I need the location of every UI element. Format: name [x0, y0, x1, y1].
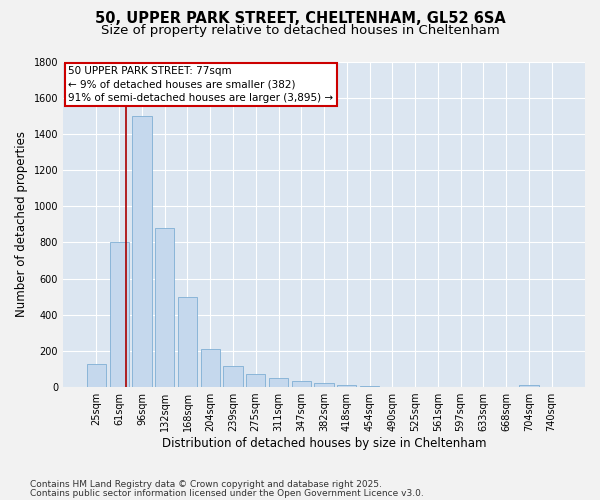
- Text: Contains public sector information licensed under the Open Government Licence v3: Contains public sector information licen…: [30, 489, 424, 498]
- Bar: [337, 386, 356, 387]
- Bar: [246, 374, 265, 387]
- X-axis label: Distribution of detached houses by size in Cheltenham: Distribution of detached houses by size …: [162, 437, 486, 450]
- Bar: [360, 386, 379, 387]
- Bar: [519, 385, 539, 387]
- Bar: [314, 382, 334, 387]
- Text: Contains HM Land Registry data © Crown copyright and database right 2025.: Contains HM Land Registry data © Crown c…: [30, 480, 382, 489]
- Text: 50, UPPER PARK STREET, CHELTENHAM, GL52 6SA: 50, UPPER PARK STREET, CHELTENHAM, GL52 …: [95, 11, 505, 26]
- Bar: [200, 349, 220, 387]
- Bar: [87, 364, 106, 387]
- Bar: [223, 366, 242, 387]
- Bar: [292, 381, 311, 387]
- Text: Size of property relative to detached houses in Cheltenham: Size of property relative to detached ho…: [101, 24, 499, 37]
- Bar: [155, 228, 175, 387]
- Text: 50 UPPER PARK STREET: 77sqm
← 9% of detached houses are smaller (382)
91% of sem: 50 UPPER PARK STREET: 77sqm ← 9% of deta…: [68, 66, 334, 103]
- Bar: [178, 296, 197, 387]
- Y-axis label: Number of detached properties: Number of detached properties: [15, 132, 28, 318]
- Bar: [110, 242, 129, 387]
- Bar: [269, 378, 288, 387]
- Bar: [132, 116, 152, 387]
